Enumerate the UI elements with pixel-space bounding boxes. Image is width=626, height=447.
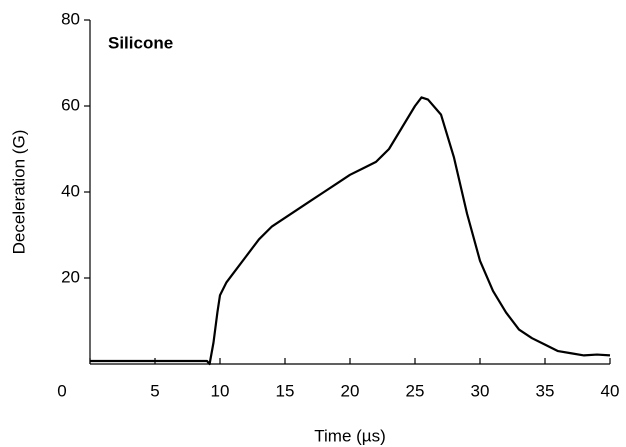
y-tick-label: 60 <box>61 95 80 114</box>
y-tick-label: 80 <box>61 9 80 28</box>
y-axis-label: Deceleration (G) <box>9 130 28 255</box>
chart-title: Silicone <box>108 33 173 52</box>
y-tick-label: 40 <box>61 181 80 200</box>
y-tick-label: 20 <box>61 267 80 286</box>
x-tick-label: 35 <box>536 381 555 400</box>
x-tick-label: 5 <box>150 381 159 400</box>
x-tick-label: 0 <box>57 381 66 400</box>
x-tick-label: 20 <box>341 381 360 400</box>
x-tick-label: 25 <box>406 381 425 400</box>
x-tick-label: 10 <box>211 381 230 400</box>
x-axis-label: Time (µs) <box>314 426 386 445</box>
x-tick-label: 40 <box>601 381 620 400</box>
data-line <box>90 96 611 366</box>
x-tick-label: 15 <box>276 381 295 400</box>
x-tick-label: 30 <box>471 381 490 400</box>
